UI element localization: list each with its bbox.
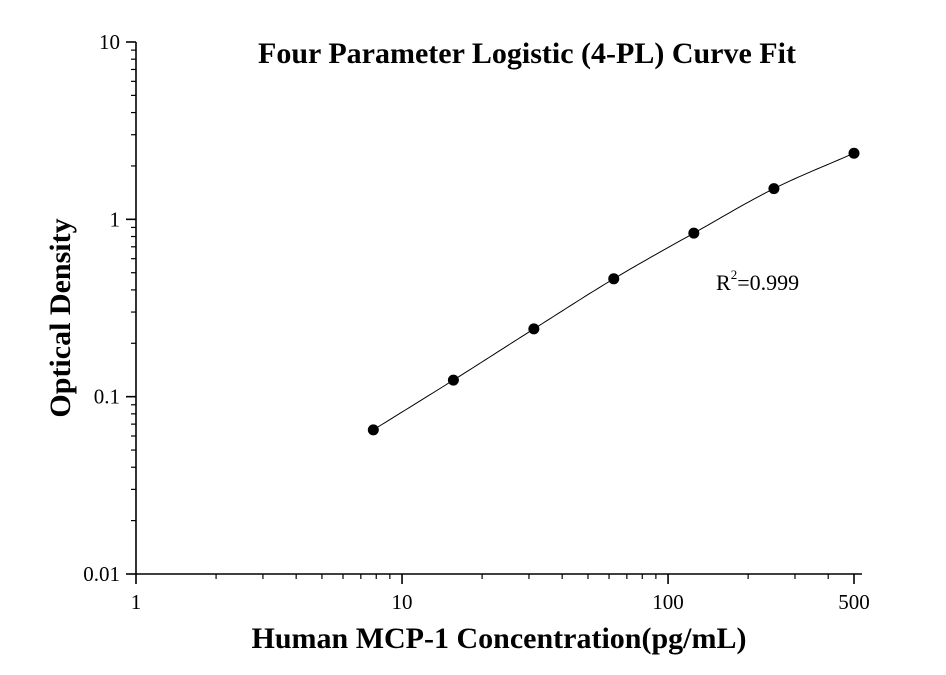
r-squared-letter: R [716, 270, 731, 295]
data-point [447, 374, 459, 386]
x-ticks: 1 10 100 500 [131, 574, 870, 614]
y-axis-title: Optical Density [44, 218, 77, 417]
data-point [768, 183, 780, 195]
y-tick-label: 1 [110, 207, 121, 231]
y-tick-label: 0.1 [94, 385, 120, 409]
data-point [848, 147, 860, 159]
r-squared-superscript: 2 [731, 267, 738, 282]
data-point [367, 424, 379, 436]
x-axis-title: Human MCP-1 Concentration(pg/mL) [252, 622, 747, 655]
data-point [688, 227, 700, 239]
y-ticks: 0.01 0.1 1 10 [83, 30, 136, 586]
y-tick-label: 10 [99, 30, 120, 54]
chart-title: Four Parameter Logistic (4-PL) Curve Fit [258, 37, 796, 70]
data-points [367, 147, 860, 436]
y-tick-label: 0.01 [83, 562, 120, 586]
data-point [528, 323, 540, 335]
r-squared-value: =0.999 [737, 270, 799, 295]
data-point [608, 273, 620, 285]
r-squared-annotation: R2=0.999 [716, 267, 799, 295]
x-tick-label: 10 [392, 590, 413, 614]
x-tick-label: 100 [652, 590, 684, 614]
x-tick-label: 1 [131, 590, 142, 614]
x-tick-label: 500 [838, 590, 870, 614]
